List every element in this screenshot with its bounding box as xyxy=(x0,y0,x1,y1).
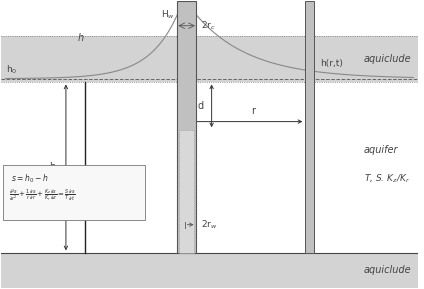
Bar xyxy=(179,130,195,253)
Text: b: b xyxy=(49,162,56,173)
Bar xyxy=(1,253,418,288)
Text: r: r xyxy=(251,106,255,116)
Bar xyxy=(1,36,418,81)
Text: h: h xyxy=(78,33,84,43)
Bar xyxy=(178,1,196,253)
FancyBboxPatch shape xyxy=(3,164,145,220)
Text: H$_w$: H$_w$ xyxy=(162,8,176,21)
Text: h$_0$: h$_0$ xyxy=(6,63,17,76)
Bar xyxy=(305,1,314,253)
Text: 2r$_c$: 2r$_c$ xyxy=(201,19,216,32)
Text: 2r$_w$: 2r$_w$ xyxy=(201,218,218,231)
Text: aquiclude: aquiclude xyxy=(364,54,411,64)
Text: T, S. K$_z$/K$_r$: T, S. K$_z$/K$_r$ xyxy=(364,173,410,185)
Text: h(r,t): h(r,t) xyxy=(320,59,343,68)
Text: d: d xyxy=(197,101,203,111)
Text: $s = h_0 - h$: $s = h_0 - h$ xyxy=(11,172,48,185)
Text: $\frac{\partial^2\!s}{\partial r^2}+\frac{1}{r}\frac{\partial s}{\partial r}+\fr: $\frac{\partial^2\!s}{\partial r^2}+\fra… xyxy=(9,188,76,203)
Text: aquifer: aquifer xyxy=(364,145,398,155)
Text: aquiclude: aquiclude xyxy=(364,265,411,275)
